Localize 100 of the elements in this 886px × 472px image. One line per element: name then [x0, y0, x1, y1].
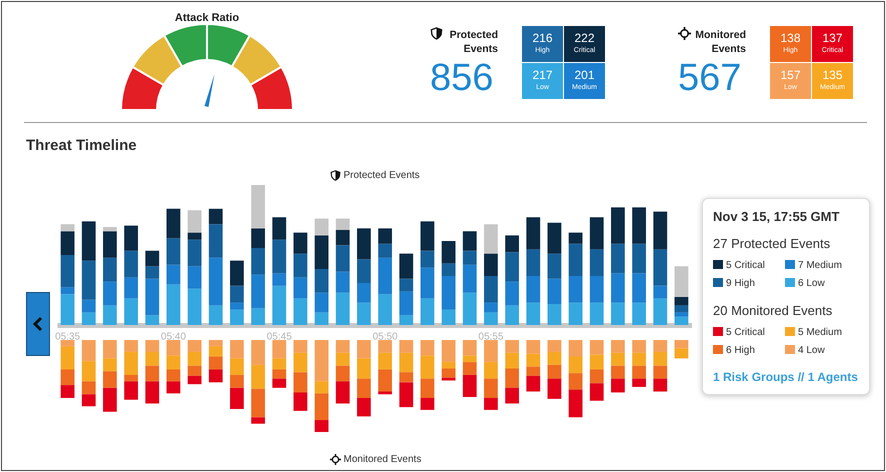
text: Monitored Events: [344, 454, 422, 465]
text: 6 High: [725, 345, 756, 356]
bar: [103, 305, 117, 325]
bar: [294, 298, 308, 325]
bar: [674, 312, 688, 317]
bar: [251, 185, 265, 228]
bar: [294, 232, 308, 254]
text: 5 Medium: [797, 327, 843, 338]
bar: [272, 240, 286, 274]
bar: [124, 352, 138, 375]
bar: [103, 388, 117, 412]
bar: [632, 273, 646, 303]
text: 157: [779, 68, 802, 82]
bar: [188, 288, 202, 325]
bar: [568, 276, 582, 303]
text: 222: [573, 31, 596, 45]
text: 1 Risk Groups // 1 Agents: [713, 370, 859, 384]
text: 5 Critical: [725, 327, 766, 338]
x-tick-label: 05:40: [160, 332, 186, 342]
bar: [462, 340, 477, 356]
bar: [103, 358, 117, 372]
text: Protected Events: [448, 28, 498, 56]
bar: [442, 340, 456, 362]
bar: [526, 366, 540, 376]
text: 216: [531, 31, 554, 45]
bar: [505, 340, 519, 353]
bar: [166, 208, 180, 238]
bar: [272, 340, 286, 358]
bar: [484, 302, 498, 312]
bar: [166, 238, 180, 265]
bar: [462, 250, 477, 265]
bar: [484, 312, 498, 325]
x-tick-label: 05:35: [55, 332, 81, 342]
bar: [399, 382, 414, 408]
bar: [548, 364, 562, 379]
bar: [314, 292, 328, 312]
bar: [336, 272, 350, 293]
bar: [124, 381, 138, 400]
bar: [60, 385, 74, 398]
bar: [166, 381, 180, 394]
bar: [526, 302, 540, 325]
bar: [653, 378, 668, 392]
bar: [548, 304, 562, 325]
bar: [378, 294, 392, 325]
bar: [505, 352, 519, 369]
bar: [590, 302, 604, 325]
bar: [611, 273, 625, 303]
bar: [60, 346, 74, 370]
bar: [442, 368, 456, 378]
bar: [357, 228, 371, 260]
bar: [420, 356, 434, 379]
bar: [60, 224, 74, 232]
bar: [230, 340, 244, 358]
bar: [378, 352, 392, 370]
bar: [674, 305, 688, 312]
chart-title: Attack Ratio: [174, 12, 240, 24]
bar: [568, 390, 582, 418]
bar: [230, 302, 244, 310]
bar: [272, 286, 286, 325]
bar: [314, 340, 328, 382]
bar: [674, 316, 688, 325]
bar: [442, 276, 456, 310]
bar: [124, 374, 138, 382]
text: 9 High: [725, 278, 756, 289]
bar: [357, 398, 371, 416]
bar: [420, 268, 434, 298]
bar: [314, 420, 328, 432]
bar: [251, 417, 265, 424]
bar: [60, 255, 74, 288]
bar: [484, 362, 498, 379]
x-tick-label: 05:55: [478, 332, 504, 342]
bar: [208, 224, 223, 258]
bar: [124, 226, 138, 251]
chart-subtitle: Protected Events: [344, 170, 420, 181]
bar: [124, 340, 138, 352]
bar: [548, 340, 562, 352]
text: Monitored Events: [694, 28, 746, 56]
bar: [336, 292, 350, 325]
bar: [399, 254, 414, 279]
bar: [632, 302, 646, 325]
bar: [294, 372, 308, 392]
bar: [632, 207, 646, 244]
bar: [611, 378, 625, 392]
text: 5 Critical: [725, 260, 766, 271]
bar: [272, 273, 286, 286]
bar: [505, 282, 519, 306]
bar: [674, 340, 688, 348]
bar: [653, 340, 668, 352]
bar: [632, 340, 646, 353]
bar: [590, 249, 604, 276]
bar: [357, 259, 371, 283]
bar: [484, 378, 498, 398]
text: 856: [430, 57, 494, 99]
bar: [145, 366, 160, 382]
bar: [103, 340, 117, 358]
bar: [462, 362, 477, 375]
bar: [420, 250, 434, 268]
bar: [548, 254, 562, 279]
bar: [166, 340, 180, 356]
bar: [314, 393, 328, 420]
